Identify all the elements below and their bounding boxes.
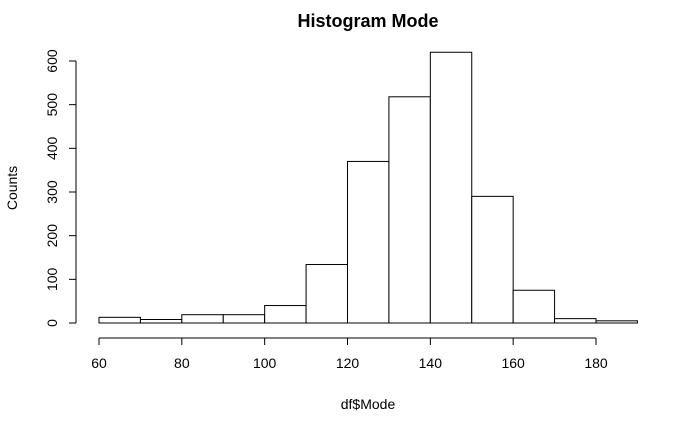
y-tick-label: 100 <box>44 267 60 291</box>
y-axis-label: Counts <box>4 166 20 210</box>
histogram-bar <box>471 195 514 324</box>
histogram-bar <box>595 320 638 324</box>
y-tick-label: 200 <box>44 224 60 248</box>
y-tick-label: 300 <box>44 180 60 204</box>
histogram-bar <box>347 160 390 324</box>
histogram-bar <box>264 305 307 324</box>
x-tick-label: 140 <box>419 355 443 371</box>
y-tick-label: 0 <box>44 319 60 327</box>
y-tick-label: 500 <box>44 93 60 117</box>
histogram-bar <box>139 319 183 324</box>
x-tick-label: 120 <box>336 355 360 371</box>
y-tick-label: 400 <box>44 136 60 160</box>
x-tick-label: 180 <box>584 355 608 371</box>
x-tick-label: 60 <box>91 355 107 371</box>
histogram-bar <box>98 316 141 324</box>
x-tick-label: 100 <box>253 355 277 371</box>
x-axis: 60 80 100 120 140 160 180 <box>91 337 608 371</box>
histogram-bar <box>554 318 597 324</box>
chart-title: Histogram Mode <box>297 11 438 31</box>
x-axis-label: df$Mode <box>341 396 396 412</box>
x-tick-label: 80 <box>174 355 190 371</box>
y-tick-label: 600 <box>44 49 60 73</box>
y-axis: 0 100 200 300 400 500 600 <box>44 49 77 327</box>
histogram-bar <box>222 314 266 324</box>
histogram-bar <box>388 96 431 324</box>
histogram-bars <box>98 51 638 324</box>
histogram-bar <box>512 289 556 324</box>
histogram-bar <box>305 263 349 324</box>
x-tick-label: 160 <box>501 355 525 371</box>
histogram-bar <box>429 51 473 324</box>
histogram-bar <box>181 314 224 324</box>
